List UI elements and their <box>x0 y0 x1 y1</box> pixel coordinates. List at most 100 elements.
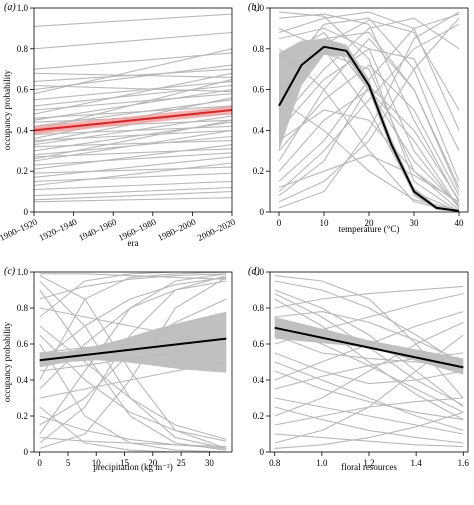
species-curve <box>34 172 232 182</box>
species-curve <box>39 273 227 300</box>
y-tick-label: 0.8 <box>17 303 29 313</box>
species-curve <box>34 129 232 162</box>
y-axis-title: occupancy probability <box>2 321 12 402</box>
mean-trend-line <box>39 337 227 362</box>
species-curve <box>278 17 460 121</box>
y-tick-label: 0.4 <box>17 375 29 385</box>
x-tick-label: 1920–1940 <box>38 217 79 243</box>
y-tick-label: 0 <box>24 447 29 457</box>
plot-frame <box>33 7 233 213</box>
species-curve <box>274 334 464 444</box>
x-tick-label: 0.8 <box>269 458 281 468</box>
species-curve <box>278 37 460 188</box>
species-curve <box>34 162 232 187</box>
plot-area <box>274 275 464 449</box>
species-curve <box>278 23 460 193</box>
mean-trend-line <box>34 109 232 132</box>
y-tick-label: 0 <box>24 207 29 217</box>
species-curve <box>39 273 227 280</box>
x-tick-label: 25 <box>177 458 187 468</box>
species-curve <box>39 437 227 448</box>
species-curve <box>278 11 460 209</box>
species-curve <box>274 321 464 417</box>
species-curve <box>39 334 227 442</box>
y-tick-label: 0.6 <box>253 339 265 349</box>
y-tick-label: 0.6 <box>253 85 265 95</box>
species-curve <box>34 31 232 50</box>
species-curve <box>274 298 464 421</box>
species-curve <box>39 276 227 363</box>
species-curve <box>278 84 460 201</box>
x-tick-label: 15 <box>120 458 130 468</box>
x-tick-label: 1940–1960 <box>77 217 118 243</box>
species-curve <box>34 156 232 178</box>
x-tick-label: 0 <box>277 218 282 228</box>
y-tick-label: 1.0 <box>17 3 29 13</box>
x-tick-label: 10 <box>92 458 102 468</box>
panel-d-floral-resources: 0 0.2 0.4 0.6 0.8 1.0 0.8 1.0 1.2 1.4 1.6 (d) floral… <box>248 266 469 472</box>
species-curve <box>34 144 232 170</box>
y-tick-label: 0.4 <box>253 125 265 135</box>
species-curve <box>278 11 460 131</box>
y-tick-label: 1.0 <box>17 267 29 277</box>
species-curve <box>34 52 232 70</box>
plot-area <box>278 11 460 212</box>
x-tick-label: 20 <box>148 458 158 468</box>
species-curve <box>39 415 227 449</box>
species-curve <box>39 272 227 381</box>
x-tick-label: 10 <box>320 218 330 228</box>
x-tick-label: 0 <box>37 458 42 468</box>
x-tick-label: 40 <box>455 218 465 228</box>
confidence-band <box>279 38 459 212</box>
x-tick-label: 1980–2000 <box>156 217 197 243</box>
panel-b-temperature: 0 0.2 0.4 0.6 0.8 1.0 0 10 20 30 40 (b) temperature … <box>248 2 469 234</box>
species-curve <box>278 64 460 196</box>
panel-label: (c) <box>4 266 16 277</box>
x-axis-title: precipitation (kg m⁻²) <box>93 462 172 472</box>
y-tick-label: 0.2 <box>17 411 28 421</box>
species-curve <box>34 166 232 174</box>
y-tick-label: 0.8 <box>253 303 265 313</box>
panel-a-era: 0 0.2 0.4 0.6 0.8 1.0 1900–19201920–19401940–1… <box>0 2 237 248</box>
species-curve <box>274 406 464 444</box>
plot-area <box>34 13 232 203</box>
species-curve <box>39 275 227 444</box>
species-curve <box>274 433 464 448</box>
panel-label: (d) <box>248 266 260 277</box>
x-tick-label: 2000–2020 <box>196 217 237 243</box>
y-tick-label: 0.4 <box>17 125 29 135</box>
species-curve <box>34 64 232 91</box>
x-axis-title: temperature (°C) <box>339 224 400 234</box>
species-curve <box>34 119 232 160</box>
x-axis-title: floral resources <box>341 462 397 472</box>
species-curve <box>274 397 464 426</box>
species-curve <box>34 13 232 27</box>
x-tick-label: 1.0 <box>316 458 328 468</box>
species-curve <box>278 17 460 203</box>
y-tick-label: 0.2 <box>253 411 264 421</box>
species-curve <box>278 154 460 203</box>
species-curve <box>274 352 464 385</box>
species-curve <box>278 11 460 212</box>
species-curve <box>34 115 232 146</box>
species-curve <box>39 280 227 449</box>
species-curve <box>34 186 232 197</box>
species-curve <box>274 361 464 431</box>
y-tick-label: 0.6 <box>17 339 29 349</box>
species-curve <box>34 68 232 82</box>
species-curve <box>274 311 464 363</box>
species-curve <box>34 180 232 191</box>
species-curve <box>274 370 464 421</box>
y-tick-label: 0.2 <box>17 166 28 176</box>
species-curve <box>34 72 232 115</box>
y-tick-label: 0.6 <box>17 85 29 95</box>
mean-trend-line <box>278 45 460 212</box>
species-curve <box>39 406 227 452</box>
y-tick-label: 0.4 <box>253 375 265 385</box>
confidence-band <box>274 317 464 375</box>
y-tick-label: 1.0 <box>253 267 265 277</box>
species-curve <box>34 197 232 203</box>
species-curve <box>39 275 227 449</box>
species-curve <box>278 48 460 152</box>
species-curve <box>278 13 460 203</box>
